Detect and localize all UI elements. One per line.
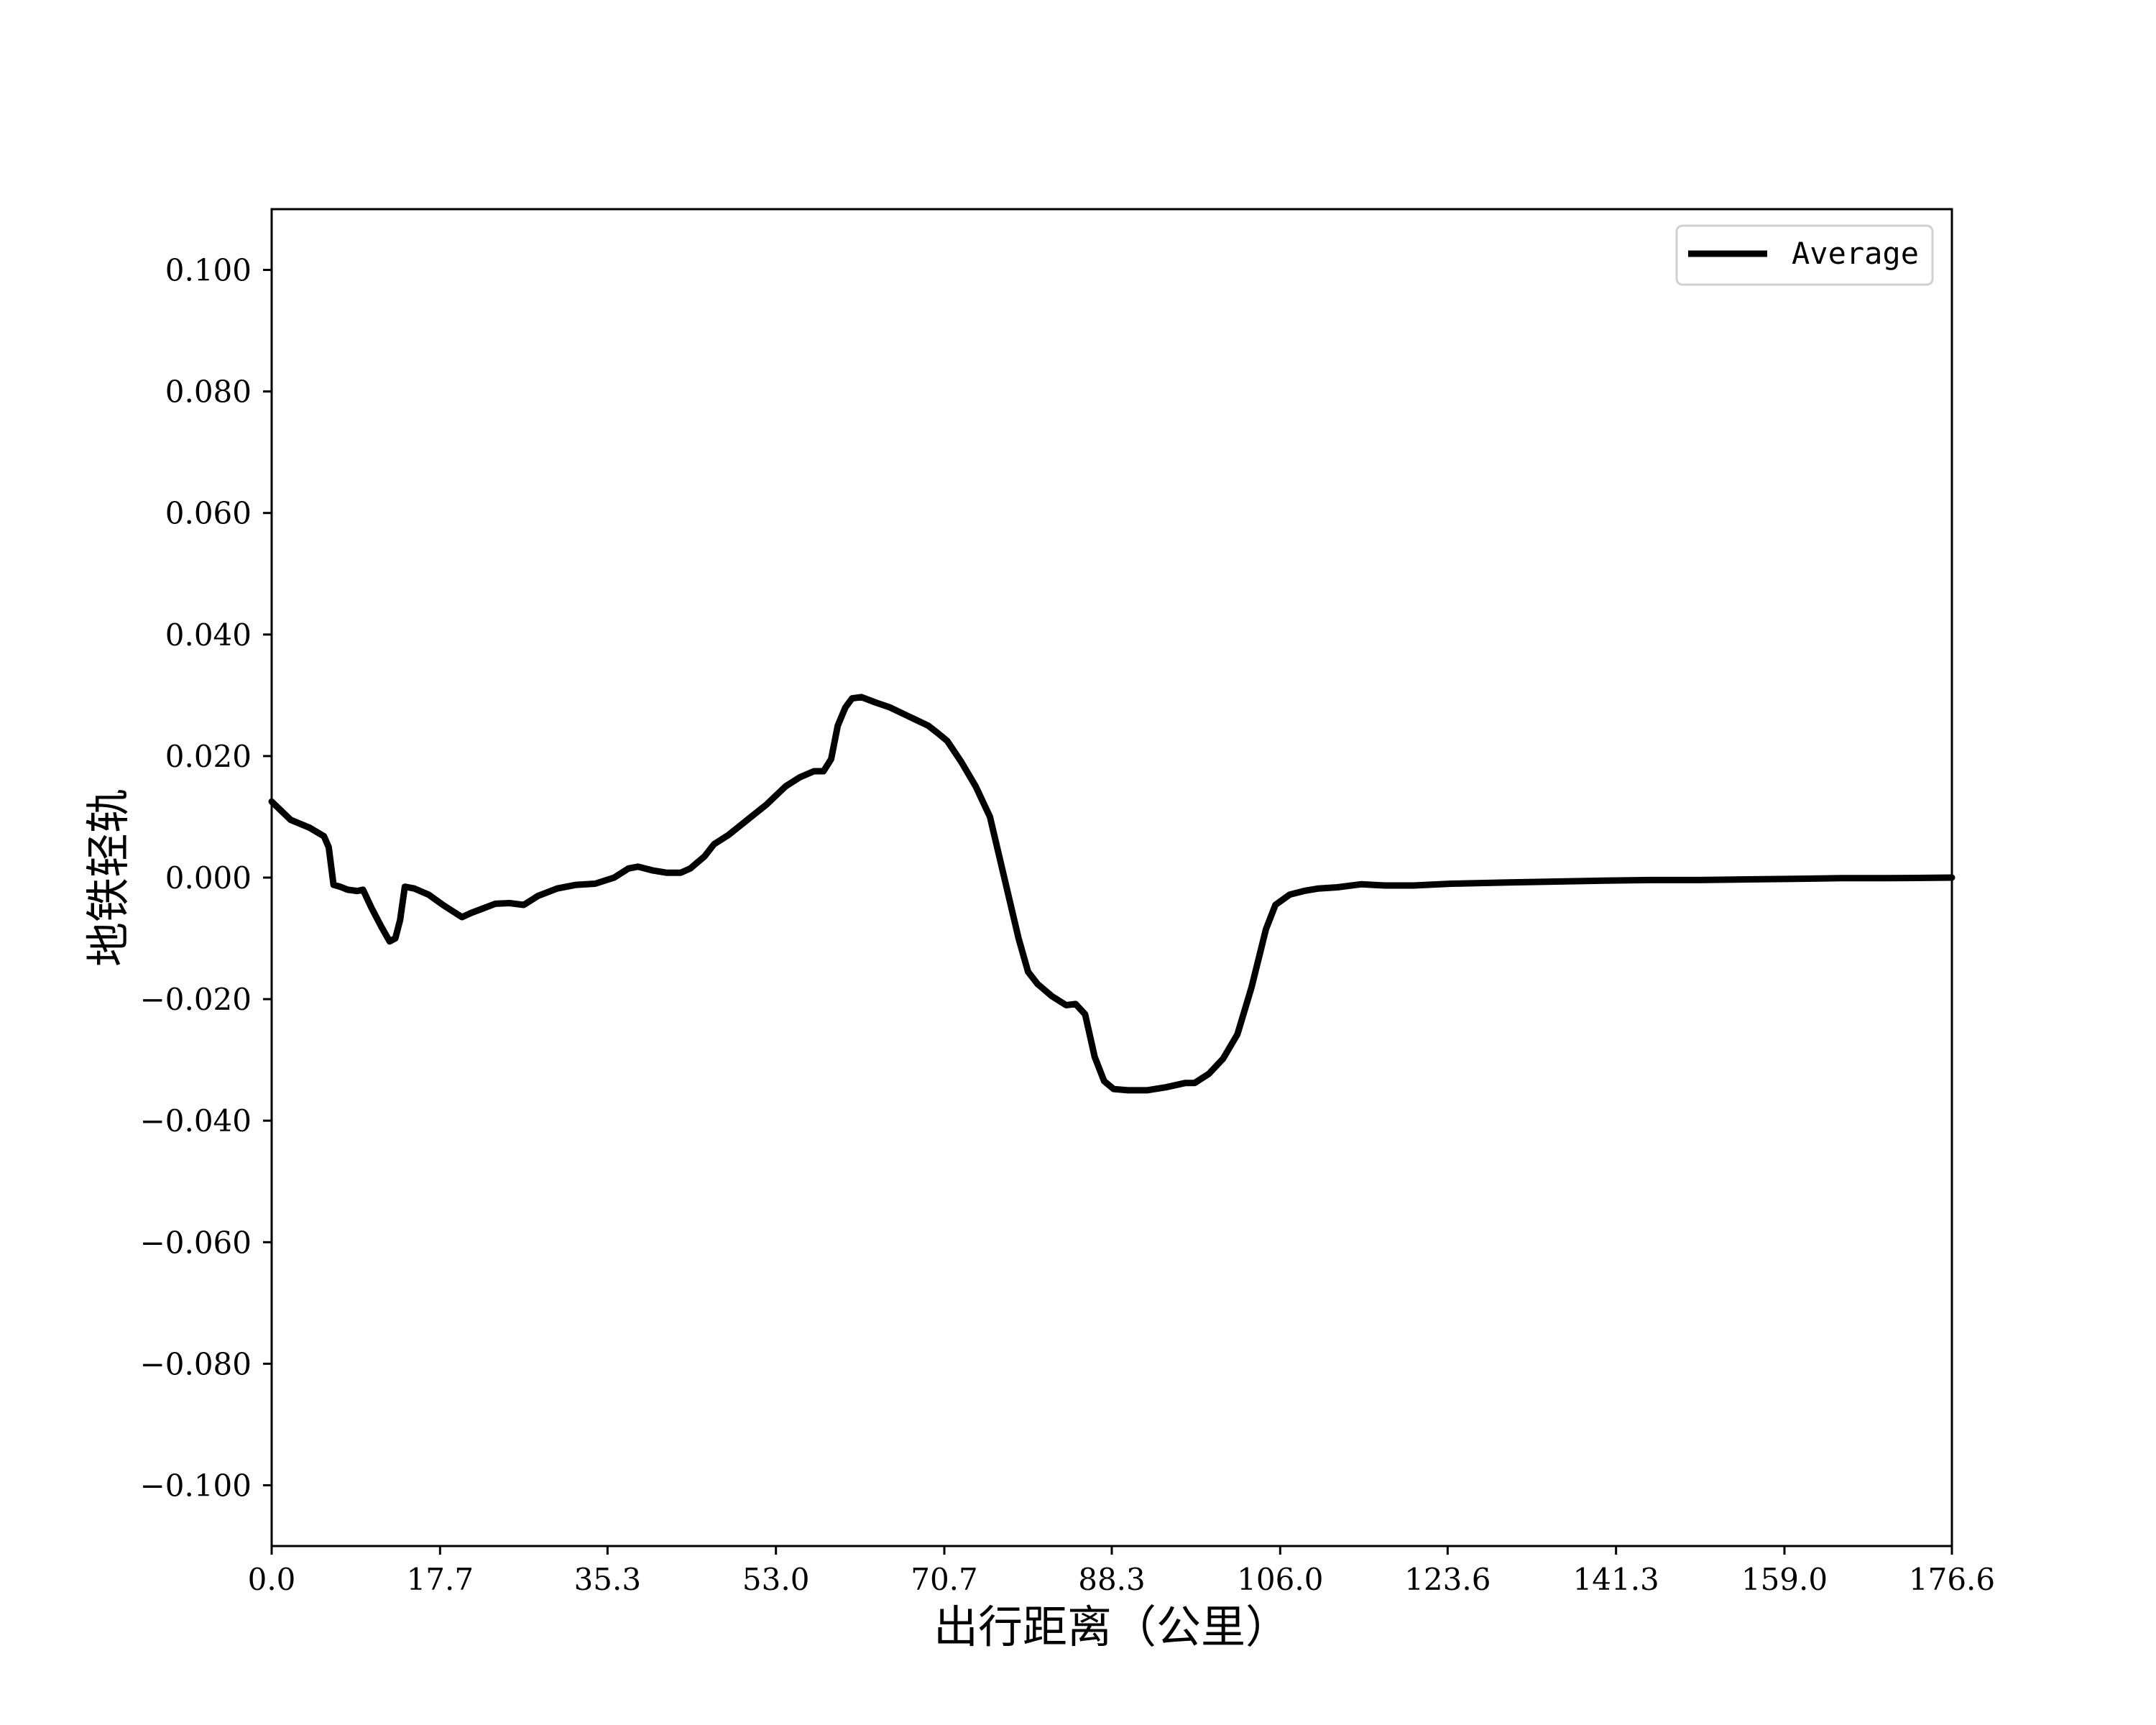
- x-tick-label: 35.3: [574, 1562, 642, 1597]
- y-tick-label: 0.000: [165, 860, 252, 896]
- legend-box: [1675, 224, 1934, 286]
- x-tick-label: 53.0: [742, 1562, 810, 1597]
- legend-label-average: Average: [1792, 236, 1919, 271]
- y-tick-label: −0.100: [140, 1468, 252, 1503]
- x-tick-label: 70.7: [911, 1562, 978, 1597]
- x-tick-label: 88.3: [1078, 1562, 1146, 1597]
- y-axis-title: 地铁轻轨: [82, 788, 134, 967]
- y-tick-label: 0.060: [165, 496, 252, 531]
- y-tick-label: −0.060: [140, 1225, 252, 1260]
- series-line-average: [268, 694, 1955, 1094]
- x-axis-title: 出行距离（公里）: [934, 1601, 1290, 1653]
- x-tick-label: 17.7: [407, 1562, 474, 1597]
- x-tick-label: 159.0: [1741, 1562, 1828, 1597]
- x-tick-label: 0.0: [248, 1562, 296, 1597]
- x-tick-label: 176.6: [1909, 1562, 1995, 1597]
- y-tick-label: 0.080: [165, 374, 252, 410]
- y-tick-label: 0.020: [165, 739, 252, 774]
- y-tick-label: 0.100: [165, 253, 252, 288]
- y-tick-label: −0.080: [140, 1346, 252, 1381]
- x-tick-label: 141.3: [1573, 1562, 1659, 1597]
- y-tick-label: 0.040: [165, 617, 252, 653]
- x-tick-label: 123.6: [1404, 1562, 1491, 1597]
- legend: Average: [1675, 224, 1934, 286]
- y-tick-label: −0.020: [140, 982, 252, 1017]
- y-axis-ticks: 0.100 0.080 0.060 0.040 0.020 0.000 −0.020 −0.0…: [140, 253, 272, 1503]
- y-tick-label: −0.040: [140, 1103, 252, 1138]
- x-tick-label: 106.0: [1237, 1562, 1323, 1597]
- x-axis-ticks: 0.0 17.7 35.3 53.0 70.7 88.3 106.0 123.6 141.3 15…: [248, 1546, 1995, 1597]
